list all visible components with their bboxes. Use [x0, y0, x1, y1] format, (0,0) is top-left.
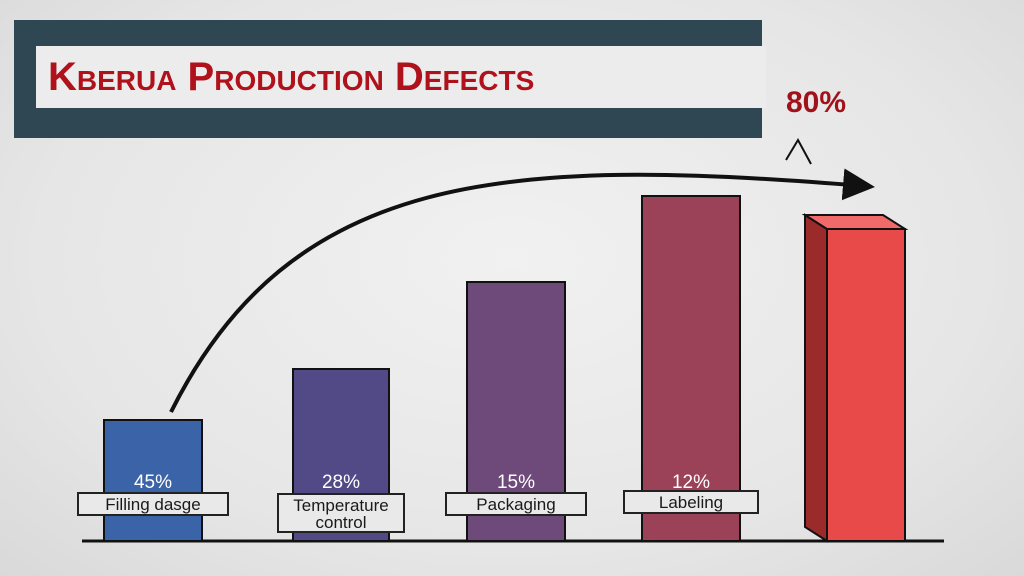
- bar-side-face: [804, 213, 828, 543]
- title-banner-plate: [36, 46, 766, 108]
- category-label: Labeling: [659, 493, 723, 512]
- category-label: Packaging: [476, 495, 555, 514]
- chart-title: Kberua Production Defects: [48, 55, 534, 99]
- category-label-box: Filling dasge: [77, 492, 229, 516]
- category-label: Temperature: [293, 496, 388, 515]
- bar-4: [641, 195, 741, 542]
- bar-value-label: 28%: [322, 472, 360, 493]
- title-banner: Kberua Production Defects: [14, 20, 766, 138]
- bar-1: [103, 419, 203, 542]
- category-label-frame: [445, 492, 587, 516]
- bar-value-label: 15%: [497, 472, 535, 493]
- bar-value-label: 12%: [672, 472, 710, 493]
- annotation-caret: [785, 137, 812, 165]
- bar-5: [826, 228, 906, 542]
- trend-arrow: [169, 168, 875, 413]
- category-label: Filling dasge: [105, 495, 200, 514]
- category-label-frame: [277, 493, 405, 533]
- category-label-frame: [77, 492, 229, 516]
- category-label-box: Labeling: [623, 490, 759, 514]
- labels-layer: 45%Filling dasge28%Temperaturecontrol15%…: [77, 472, 759, 533]
- bar-value-label: 45%: [134, 472, 172, 493]
- annotation-label: 80%: [786, 86, 846, 119]
- category-label-box: Packaging: [445, 492, 587, 516]
- category-label: control: [315, 513, 366, 532]
- category-label-frame: [623, 490, 759, 514]
